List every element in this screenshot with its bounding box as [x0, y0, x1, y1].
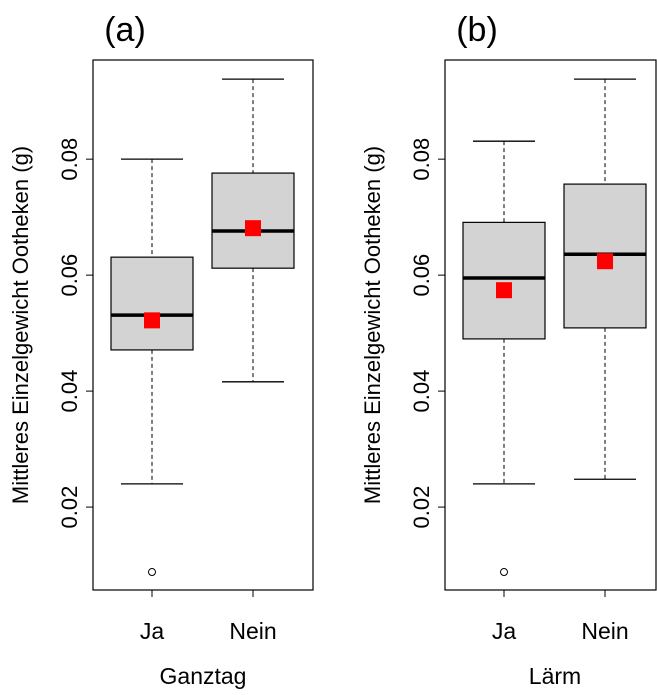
x-tick-label: Nein	[581, 618, 628, 644]
y-tick-label: 0.06	[57, 254, 82, 297]
y-tick-label: 0.08	[57, 138, 82, 181]
y-axis-label: Mittleres Einzelgewicht Ootheken (g)	[360, 146, 385, 504]
x-tick-label: Ja	[140, 618, 165, 644]
box	[462, 221, 546, 340]
y-tick-label: 0.02	[57, 486, 82, 529]
outlier	[148, 568, 156, 577]
plot-frame	[92, 59, 314, 591]
x-tick-label: Ja	[492, 618, 517, 644]
panel-title: (b)	[456, 11, 498, 49]
y-tick-label: 0.08	[409, 138, 434, 181]
x-axis-label: Lärm	[529, 663, 581, 689]
mean-marker	[144, 312, 160, 329]
x-axis-label: Ganztag	[160, 663, 247, 689]
y-axis-label: Mittleres Einzelgewicht Ootheken (g)	[8, 146, 33, 504]
y-tick-label: 0.06	[409, 254, 434, 297]
x-tick-label: Nein	[229, 618, 276, 644]
y-tick-label: 0.02	[409, 486, 434, 529]
outlier	[500, 568, 508, 577]
panel-title: (a)	[104, 11, 146, 49]
y-tick-label: 0.04	[57, 370, 82, 413]
y-tick-label: 0.04	[409, 370, 434, 413]
mean-marker	[245, 220, 261, 237]
box	[110, 256, 194, 351]
plot-frame	[444, 59, 657, 591]
mean-marker	[496, 282, 512, 299]
mean-marker	[597, 253, 613, 270]
